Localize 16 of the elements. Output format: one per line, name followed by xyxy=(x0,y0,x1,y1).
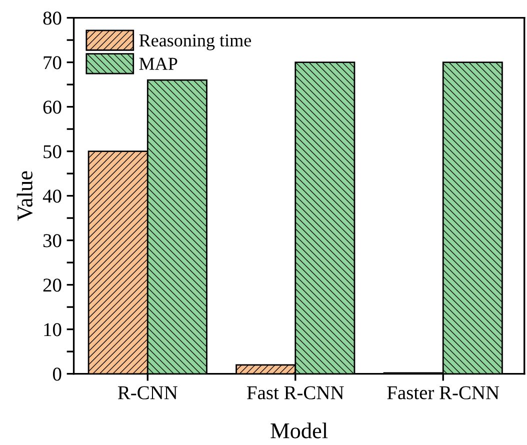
y-tick-label: 70 xyxy=(44,56,62,70)
x-axis-title: Model xyxy=(270,422,328,438)
y-tick-label: 0 xyxy=(52,368,62,381)
y-tick-label: 50 xyxy=(44,145,62,158)
y-tick-label: 10 xyxy=(44,323,62,336)
y-tick-label: 80 xyxy=(43,12,62,25)
x-tick-label: Fast R-CNN xyxy=(247,386,344,400)
legend-label: Reasoning time xyxy=(139,34,251,50)
y-tick-label: 40 xyxy=(42,190,62,203)
y-tick-label: 60 xyxy=(43,100,62,114)
y-tick-label: 20 xyxy=(43,278,62,292)
y-tick-label: 30 xyxy=(43,234,62,248)
legend-label: MAP xyxy=(139,58,178,70)
y-axis-title: Value xyxy=(16,171,33,221)
x-tick-label: Faster R-CNN xyxy=(387,386,500,400)
x-tick-label: R-CNN xyxy=(118,386,178,400)
